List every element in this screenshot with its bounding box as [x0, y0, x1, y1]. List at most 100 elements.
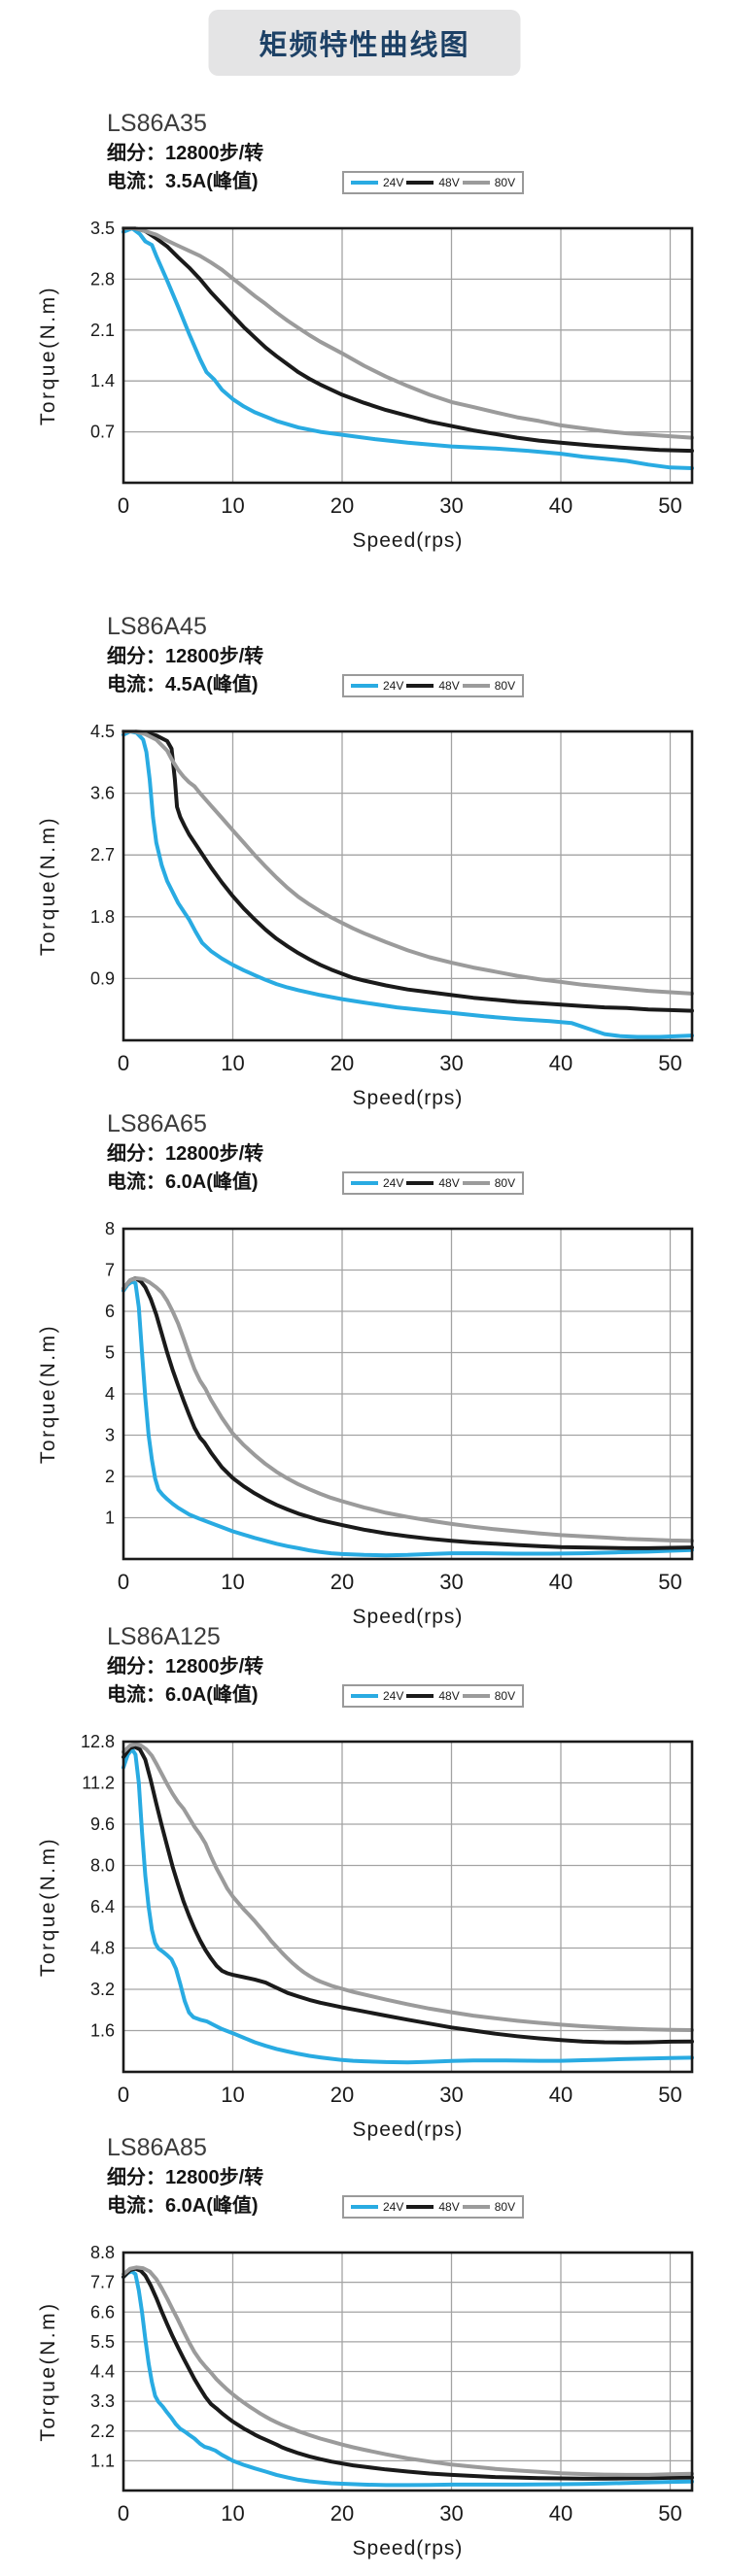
curve-48v [122, 1276, 694, 1550]
y-tick-labels: 4.5 3.6 2.7 1.8 0.9 [90, 722, 115, 988]
y-axis-label: Torque(N.m) [37, 286, 59, 425]
legend: 24V 48V 80V [342, 2195, 525, 2219]
legend-label-24v: 24V [383, 1176, 404, 1190]
svg-text:7.7: 7.7 [90, 2273, 115, 2292]
legend-swatch-80v [462, 2205, 490, 2209]
curve-80v [122, 2265, 694, 2477]
torque-speed-chart-ls86a85: 8.8 7.7 6.6 5.5 4.4 3.3 2.2 1.1 0 10 20 30 40 50 Speed… [37, 2243, 694, 2559]
svg-text:8.0: 8.0 [90, 1856, 115, 1876]
chart-title: LS86A35 [107, 110, 207, 137]
y-axis-label: Torque(N.m) [37, 1837, 59, 1977]
svg-text:3.2: 3.2 [90, 1980, 115, 1999]
svg-text:2.1: 2.1 [90, 321, 115, 340]
y-tick-labels: 3.5 2.8 2.1 1.4 0.7 [90, 219, 115, 442]
svg-text:4.8: 4.8 [90, 1939, 115, 1958]
legend: 24V 48V 80V [342, 1684, 525, 1708]
legend-label-48v: 48V [438, 2200, 460, 2214]
legend-label-80v: 80V [494, 1176, 516, 1190]
legend-label-24v: 24V [383, 679, 404, 693]
legend-swatch-24v [351, 684, 378, 688]
svg-text:30: 30 [439, 493, 463, 518]
svg-text:2.7: 2.7 [90, 845, 115, 864]
svg-text:0: 0 [118, 1051, 129, 1075]
gridlines [123, 731, 692, 1040]
svg-text:12.8: 12.8 [81, 1732, 115, 1751]
svg-text:1.4: 1.4 [90, 371, 115, 390]
x-axis-label: Speed(rps) [353, 1087, 464, 1109]
plot-border [122, 226, 694, 485]
svg-text:3.3: 3.3 [90, 2391, 115, 2411]
svg-text:50: 50 [658, 2501, 681, 2525]
curve-24v [122, 2269, 694, 2488]
legend-swatch-24v [351, 1181, 378, 1185]
subdivision-spec: 细分：12800步/转 [107, 143, 264, 164]
chart-block-ls86a65: LS86A65 细分：12800步/转 电流：6.0A(峰值) 24V 48V … [0, 1109, 729, 1644]
torque-speed-chart-ls86a125: 12.8 11.2 9.6 8.0 6.4 4.8 3.2 1.6 0 10 20 30 40 50 Spe… [37, 1732, 694, 2141]
legend-swatch-24v [351, 2205, 378, 2209]
chart-title: LS86A45 [107, 613, 207, 640]
legend-swatch-48v [406, 181, 434, 185]
torque-speed-chart-ls86a35: 3.5 2.8 2.1 1.4 0.7 0 10 20 30 40 50 Speed(rps) Torq… [37, 219, 694, 552]
curve-80v [122, 226, 694, 440]
svg-text:7: 7 [105, 1261, 115, 1280]
svg-text:10: 10 [221, 1051, 244, 1075]
svg-text:40: 40 [549, 493, 573, 518]
svg-text:0: 0 [118, 1570, 129, 1594]
svg-text:40: 40 [549, 2501, 573, 2525]
x-axis-label: Speed(rps) [353, 1606, 464, 1628]
x-tick-labels: 0 10 20 30 40 50 [118, 2083, 682, 2107]
legend-swatch-24v [351, 1694, 378, 1698]
curve-80v [122, 1742, 694, 2032]
subdivision-spec: 细分：12800步/转 [107, 1656, 264, 1678]
legend-swatch-48v [406, 1694, 434, 1698]
plot-border [122, 2251, 694, 2492]
plot-border [122, 1227, 694, 1561]
svg-text:10: 10 [221, 2083, 244, 2107]
curve-24v [122, 1279, 694, 1558]
svg-text:0.7: 0.7 [90, 423, 115, 442]
svg-text:10: 10 [221, 2501, 244, 2525]
svg-text:50: 50 [658, 1051, 681, 1075]
gridlines [123, 1229, 692, 1559]
y-axis-label: Torque(N.m) [37, 816, 59, 956]
svg-text:1: 1 [105, 1508, 115, 1528]
y-tick-labels: 12.8 11.2 9.6 8.0 6.4 4.8 3.2 1.6 [81, 1732, 115, 2041]
x-tick-labels: 0 10 20 30 40 50 [118, 1051, 682, 1075]
plot-border [122, 1740, 694, 2074]
current-spec: 电流：6.0A(峰值) [107, 2195, 259, 2217]
plot-border [122, 729, 694, 1042]
svg-text:2.2: 2.2 [90, 2422, 115, 2441]
svg-text:20: 20 [330, 2501, 354, 2525]
curve-24v [122, 729, 694, 1039]
current-spec: 电流：3.5A(峰值) [107, 171, 259, 192]
curve-48v [122, 2266, 694, 2481]
svg-text:20: 20 [330, 1570, 354, 1594]
legend-swatch-80v [462, 1181, 490, 1185]
svg-text:50: 50 [658, 2083, 681, 2107]
legend-swatch-80v [462, 1694, 490, 1698]
curve-24v [122, 226, 694, 470]
svg-text:1.6: 1.6 [90, 2021, 115, 2041]
chart-block-ls86a35: LS86A35 细分：12800步/转 电流：3.5A(峰值) 24V 48V … [0, 109, 729, 568]
svg-text:20: 20 [330, 493, 354, 518]
svg-text:2: 2 [105, 1467, 115, 1486]
svg-text:0: 0 [118, 2083, 129, 2107]
chart-title: LS86A85 [107, 2134, 207, 2161]
svg-text:0: 0 [118, 493, 129, 518]
x-tick-labels: 0 10 20 30 40 50 [118, 2501, 682, 2525]
current-spec: 电流：6.0A(峰值) [107, 1171, 259, 1193]
legend-swatch-80v [462, 684, 490, 688]
legend-label-80v: 80V [494, 2200, 516, 2214]
y-tick-labels: 8 7 6 5 4 3 2 1 [105, 1219, 115, 1528]
legend-label-80v: 80V [494, 1689, 516, 1703]
svg-text:8: 8 [105, 1219, 115, 1238]
svg-text:10: 10 [221, 493, 244, 518]
svg-text:0: 0 [118, 2501, 129, 2525]
legend-swatch-24v [351, 181, 378, 185]
svg-text:5.5: 5.5 [90, 2332, 115, 2352]
svg-text:4.5: 4.5 [90, 722, 115, 741]
y-tick-labels: 8.8 7.7 6.6 5.5 4.4 3.3 2.2 1.1 [90, 2243, 115, 2470]
legend-swatch-80v [462, 181, 490, 185]
x-axis-label: Speed(rps) [353, 2537, 464, 2559]
